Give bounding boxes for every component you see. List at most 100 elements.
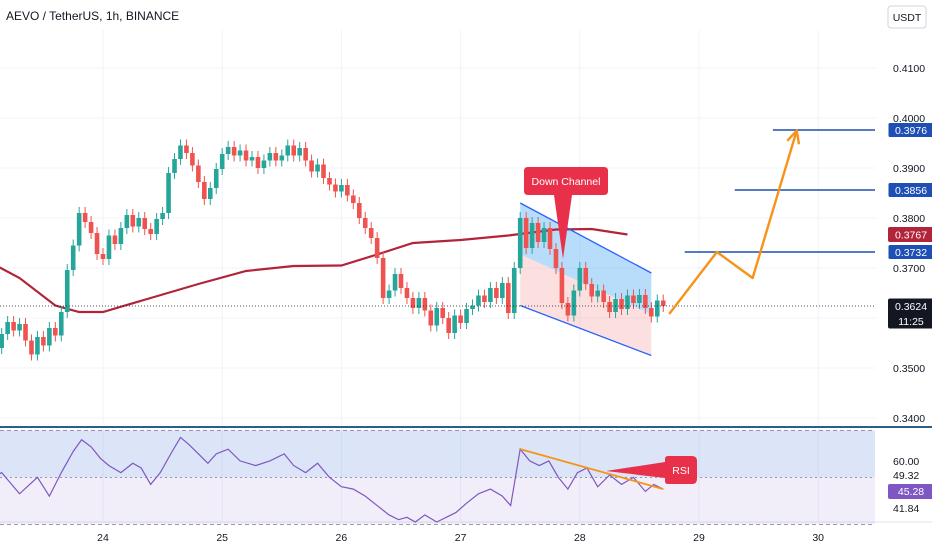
bearish-candle[interactable] [649, 308, 654, 317]
bullish-candle[interactable] [17, 324, 22, 331]
bullish-candle[interactable] [464, 309, 469, 323]
bearish-candle[interactable] [601, 290, 606, 303]
bearish-candle[interactable] [619, 299, 624, 309]
bearish-candle[interactable] [112, 235, 118, 245]
bearish-candle[interactable] [291, 145, 297, 156]
bullish-candle[interactable] [488, 288, 493, 302]
bullish-candle[interactable] [207, 188, 213, 199]
bearish-candle[interactable] [458, 315, 463, 324]
bullish-candle[interactable] [166, 173, 171, 213]
rsi-pane[interactable]: RSI [0, 429, 875, 525]
bullish-candle[interactable] [172, 159, 177, 173]
bullish-candle[interactable] [386, 290, 392, 299]
bearish-candle[interactable] [309, 160, 314, 172]
bullish-candle[interactable] [511, 268, 517, 313]
bearish-candle[interactable] [356, 203, 362, 218]
bearish-candle[interactable] [523, 218, 529, 248]
bearish-candle[interactable] [303, 148, 308, 161]
bullish-candle[interactable] [213, 169, 219, 188]
bullish-candle[interactable] [106, 235, 112, 260]
bearish-candle[interactable] [494, 288, 499, 298]
bearish-candle[interactable] [23, 324, 28, 341]
bullish-candle[interactable] [339, 185, 344, 192]
bearish-candle[interactable] [589, 284, 595, 297]
bearish-candle[interactable] [333, 184, 338, 192]
bearish-candle[interactable] [440, 308, 446, 318]
bearish-candle[interactable] [583, 268, 589, 284]
bearish-candle[interactable] [410, 298, 416, 308]
bullish-candle[interactable] [500, 283, 505, 298]
bullish-candle[interactable] [35, 337, 40, 355]
bullish-candle[interactable] [154, 219, 159, 234]
bearish-candle[interactable] [607, 302, 612, 312]
bearish-candle[interactable] [255, 157, 261, 168]
bullish-candle[interactable] [124, 215, 130, 228]
bearish-candle[interactable] [362, 218, 368, 228]
bullish-candle[interactable] [571, 290, 577, 316]
bearish-candle[interactable] [398, 274, 404, 288]
bullish-candle[interactable] [613, 299, 618, 312]
bearish-candle[interactable] [374, 238, 380, 258]
bullish-candle[interactable] [178, 145, 183, 160]
bullish-candle[interactable] [392, 274, 398, 291]
currency-button[interactable]: USDT [887, 5, 927, 29]
bullish-candle[interactable] [577, 268, 583, 291]
bearish-candle[interactable] [345, 185, 350, 196]
bullish-candle[interactable] [261, 160, 267, 169]
bullish-candle[interactable] [47, 328, 52, 346]
bullish-candle[interactable] [279, 155, 285, 161]
bearish-candle[interactable] [505, 283, 511, 313]
bearish-candle[interactable] [321, 164, 326, 179]
bearish-candle[interactable] [243, 150, 249, 161]
bullish-candle[interactable] [70, 245, 76, 271]
bullish-candle[interactable] [297, 148, 302, 156]
bullish-candle[interactable] [434, 308, 440, 326]
bullish-candle[interactable] [595, 290, 600, 297]
bearish-candle[interactable] [82, 213, 88, 222]
bearish-candle[interactable] [351, 195, 356, 204]
bullish-candle[interactable] [118, 228, 124, 244]
bearish-candle[interactable] [327, 178, 332, 185]
bearish-candle[interactable] [631, 295, 636, 304]
bullish-candle[interactable] [517, 218, 523, 268]
bullish-candle[interactable] [58, 312, 64, 336]
bullish-candle[interactable] [225, 147, 231, 154]
bearish-candle[interactable] [428, 310, 434, 326]
bullish-candle[interactable] [452, 315, 457, 334]
bearish-candle[interactable] [404, 288, 410, 298]
bullish-candle[interactable] [529, 223, 535, 248]
bearish-candle[interactable] [142, 218, 148, 229]
bullish-candle[interactable] [625, 295, 630, 310]
bearish-candle[interactable] [190, 153, 195, 166]
bullish-candle[interactable] [237, 150, 243, 156]
bullish-candle[interactable] [76, 213, 82, 246]
bearish-candle[interactable] [553, 249, 559, 268]
bearish-candle[interactable] [559, 268, 565, 303]
bullish-candle[interactable] [416, 298, 422, 308]
bullish-candle[interactable] [219, 154, 225, 169]
bearish-candle[interactable] [11, 322, 16, 331]
bearish-candle[interactable] [53, 328, 58, 336]
bearish-candle[interactable] [184, 145, 189, 154]
bearish-candle[interactable] [231, 147, 237, 156]
bearish-candle[interactable] [148, 229, 153, 234]
bearish-candle[interactable] [368, 228, 374, 238]
bullish-candle[interactable] [285, 145, 291, 156]
bearish-candle[interactable] [273, 153, 279, 161]
bearish-candle[interactable] [202, 182, 207, 199]
bearish-candle[interactable] [422, 298, 428, 311]
bullish-candle[interactable] [267, 153, 273, 161]
bullish-candle[interactable] [64, 270, 70, 312]
price-pane[interactable]: Down Channel [0, 129, 875, 361]
bearish-candle[interactable] [29, 340, 34, 355]
bearish-candle[interactable] [547, 228, 553, 249]
bearish-candle[interactable] [94, 233, 100, 254]
bullish-candle[interactable] [637, 295, 642, 303]
bearish-candle[interactable] [643, 295, 648, 308]
bullish-candle[interactable] [249, 157, 255, 161]
bullish-candle[interactable] [541, 228, 547, 242]
bullish-candle[interactable] [315, 164, 320, 172]
bullish-candle[interactable] [0, 334, 4, 348]
bullish-candle[interactable] [160, 213, 165, 219]
bearish-candle[interactable] [535, 223, 541, 242]
